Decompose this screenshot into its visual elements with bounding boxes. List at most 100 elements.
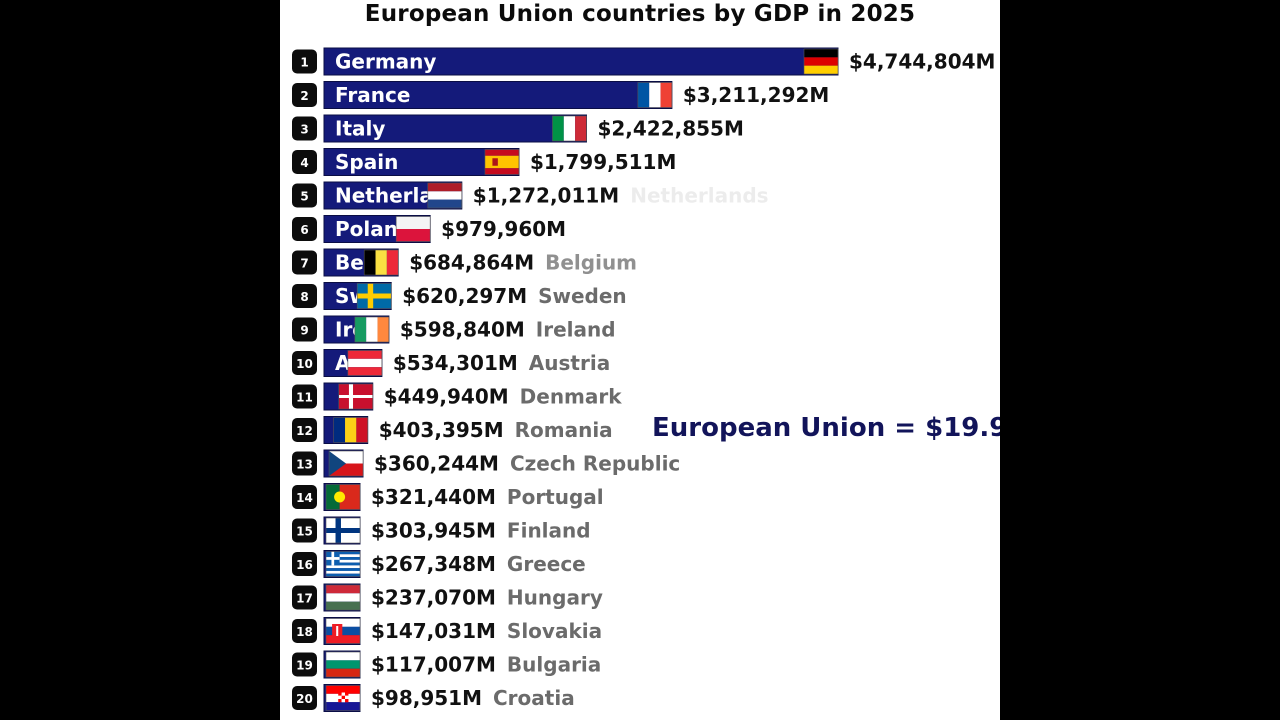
value-label: $2,422,855M <box>597 117 743 141</box>
value-label: $303,945M <box>371 519 496 543</box>
bar-chart: 1 Germany $4,744,804M 2 France $3,211,292M 3 It… <box>292 47 995 712</box>
rank-label: 11 <box>296 391 313 405</box>
finland-flag-icon <box>325 517 361 544</box>
bar-row-hungary: 17 $237,070M Hungary <box>292 583 603 612</box>
rank-badge <box>292 250 317 275</box>
country-name-label: Croatia <box>493 686 575 710</box>
bar-row-denmark: 11 $449,940M Denmark <box>292 382 623 411</box>
rank-label: 15 <box>296 525 313 539</box>
value-label: $620,297M <box>402 284 527 308</box>
rank-label: 9 <box>300 324 308 338</box>
rank-label: 13 <box>296 458 313 472</box>
croatia-flag-icon <box>325 685 361 711</box>
total-gdp-label: European Union = $19.99T <box>652 413 1000 443</box>
rank-badge <box>292 552 317 576</box>
rank-badge <box>292 351 317 375</box>
rank-badge <box>292 418 317 442</box>
bar-country-label: Poland <box>335 217 412 241</box>
chart-title: European Union countries by GDP in 2025 <box>364 1 916 27</box>
bar-row-netherlands: 5 Netherlands $1,272,011M Netherlands <box>292 181 769 210</box>
bar-row-france: 2 France $3,211,292M <box>292 81 829 109</box>
sweden-flag-icon <box>356 283 392 309</box>
rank-badge <box>292 451 317 476</box>
portugal-flag-icon <box>325 484 361 510</box>
country-name-label: Netherlands <box>630 184 768 208</box>
bar-country-label: Belgium <box>335 251 427 275</box>
bar-country-label: Austria <box>335 351 416 375</box>
bar-row-romania: 12 $403,395M Romania <box>292 416 613 444</box>
bar-row-finland: 15 $303,945M Finland <box>292 516 591 545</box>
germany-flag-icon <box>803 48 839 75</box>
chart-canvas: European Union countries by GDP in 2025 … <box>280 0 1000 720</box>
rank-badge <box>292 150 317 174</box>
value-label: $267,348M <box>371 552 496 576</box>
rank-label: 19 <box>296 659 313 673</box>
poland-flag-icon <box>395 216 431 242</box>
rank-label: 10 <box>296 357 313 371</box>
country-name-label: Romania <box>515 418 613 442</box>
value-label: $1,799,511M <box>530 150 676 174</box>
rank-badge <box>292 686 317 710</box>
rank-badge <box>292 183 317 208</box>
rank-label: 5 <box>300 190 308 204</box>
value-label: $98,951M <box>371 686 482 710</box>
bar-row-portugal: 14 $321,440M Portugal <box>292 483 604 511</box>
value-label: $4,744,804M <box>849 50 995 74</box>
romania-flag-icon <box>333 417 368 443</box>
rank-badge <box>292 518 317 543</box>
bar-france <box>323 81 673 109</box>
value-label: $979,960M <box>441 217 566 241</box>
rank-badge <box>292 384 317 409</box>
country-name-label: Denmark <box>520 385 623 409</box>
value-label: $360,244M <box>374 452 499 476</box>
czech-republic-flag-icon <box>328 450 364 477</box>
bulgaria-flag-icon <box>325 651 361 678</box>
bar-country-label: Netherlands <box>335 184 473 208</box>
bar-country-label: Ireland <box>335 318 415 342</box>
country-name-label: Greece <box>507 552 586 576</box>
rank-label: 8 <box>300 290 308 304</box>
bar-row-slovakia: 18 $147,031M Slovakia <box>292 617 602 645</box>
bar-row-spain: 4 Spain $1,799,511M <box>292 148 676 176</box>
rank-label: 14 <box>296 491 313 505</box>
value-label: $117,007M <box>371 653 496 677</box>
country-name-label: Portugal <box>507 485 604 509</box>
value-label: $534,301M <box>393 351 518 375</box>
bar-country-label: Spain <box>335 150 398 174</box>
rank-badge <box>292 485 317 509</box>
country-name-label: Slovakia <box>507 619 602 643</box>
rank-label: 16 <box>296 558 313 572</box>
bar-row-czech-republic: 13 $360,244M Czech Republic <box>292 449 680 478</box>
rank-badge <box>292 284 317 308</box>
rank-label: 3 <box>300 123 308 137</box>
denmark-flag-icon <box>338 383 374 410</box>
greece-flag-icon <box>325 551 361 577</box>
rank-badge <box>292 217 317 241</box>
value-label: $321,440M <box>371 485 496 509</box>
rank-badge <box>292 652 317 677</box>
rank-label: 20 <box>296 692 313 706</box>
bar-row-italy: 3 Italy $2,422,855M <box>292 114 744 143</box>
rank-badge <box>292 585 317 610</box>
rank-label: 7 <box>300 257 308 271</box>
austria-flag-icon <box>347 350 383 376</box>
rank-label: 4 <box>300 156 308 170</box>
hungary-flag-icon <box>325 584 361 611</box>
rank-badge <box>292 619 317 643</box>
rank-badge <box>292 317 317 342</box>
value-label: $449,940M <box>384 385 509 409</box>
value-label: $403,395M <box>379 418 504 442</box>
country-name-label: Finland <box>507 519 591 543</box>
country-name-label: Bulgaria <box>507 653 601 677</box>
ireland-flag-icon <box>354 316 390 343</box>
rank-label: 6 <box>300 223 308 237</box>
value-label: $684,864M <box>409 251 534 275</box>
country-name-label: Czech Republic <box>510 452 680 476</box>
bar-row-poland: 6 Poland $979,960M <box>292 215 566 243</box>
netherlands-flag-icon <box>427 182 463 209</box>
spain-flag-icon <box>484 149 520 175</box>
france-flag-icon <box>637 82 673 108</box>
country-name-label: Sweden <box>538 284 627 308</box>
rank-label: 2 <box>300 89 308 103</box>
